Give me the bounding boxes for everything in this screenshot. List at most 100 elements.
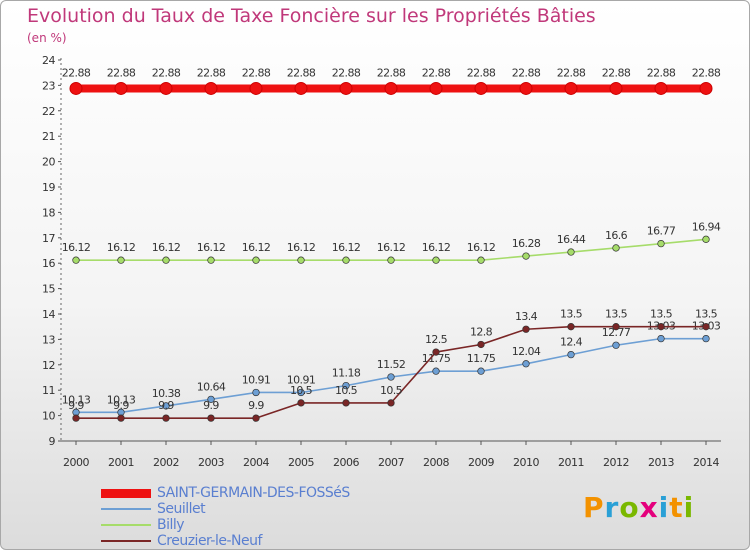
data-point: [432, 348, 440, 356]
data-label: 9.9: [113, 399, 129, 412]
x-tick-label: 2004: [243, 456, 269, 469]
data-point: [474, 81, 488, 95]
data-point: [477, 367, 485, 375]
x-tick-label: 2014: [693, 456, 719, 469]
data-label: 13.5: [695, 308, 718, 321]
data-label: 13.5: [605, 308, 628, 321]
x-tick-label: 2005: [288, 456, 314, 469]
data-point: [297, 399, 305, 407]
data-label: 16.12: [107, 241, 136, 254]
data-point: [72, 256, 80, 264]
y-tick-label: 23: [42, 79, 55, 92]
data-label: 10.5: [380, 384, 403, 397]
data-point: [702, 323, 710, 331]
data-label: 13.5: [650, 308, 673, 321]
data-point: [657, 239, 665, 248]
data-point: [207, 256, 215, 264]
data-point: [612, 323, 620, 331]
data-point: [69, 81, 83, 95]
data-label: 22.88: [152, 66, 181, 79]
data-point: [162, 414, 170, 422]
data-point: [654, 81, 668, 95]
data-point: [522, 360, 530, 368]
data-label: 11.18: [332, 367, 361, 380]
data-label: 12.4: [560, 336, 583, 349]
data-point: [204, 81, 218, 95]
data-label: 22.88: [467, 66, 496, 79]
data-label: 16.12: [152, 241, 181, 254]
data-point: [252, 414, 260, 422]
data-point: [114, 81, 128, 95]
data-label: 16.6: [605, 229, 628, 242]
y-tick-label: 22: [42, 105, 55, 118]
data-point: [297, 388, 305, 397]
legend-swatch: [101, 508, 151, 510]
data-label: 16.77: [647, 225, 676, 238]
data-point: [564, 81, 578, 95]
data-point: [162, 402, 170, 410]
data-label: 16.12: [467, 241, 496, 254]
data-label: 16.94: [692, 220, 721, 233]
data-point: [387, 399, 395, 407]
data-point: [252, 388, 260, 397]
data-point: [612, 341, 620, 349]
data-label: 22.88: [692, 66, 721, 79]
data-label: 22.88: [242, 66, 271, 79]
data-point: [567, 248, 575, 256]
data-point: [702, 235, 710, 243]
data-point: [657, 334, 665, 343]
y-tick-label: 21: [42, 130, 55, 143]
data-point: [342, 399, 350, 407]
y-tick-label: 14: [42, 308, 55, 321]
data-label: 22.88: [557, 66, 586, 79]
data-point: [339, 81, 353, 95]
data-label: 22.88: [107, 66, 136, 79]
data-label: 10.91: [242, 373, 271, 386]
data-point: [477, 340, 485, 349]
x-tick-label: 2003: [198, 456, 224, 469]
data-label: 10.5: [290, 384, 313, 397]
data-point: [159, 81, 173, 95]
data-label: 10.13: [107, 393, 136, 406]
y-tick-label: 16: [42, 257, 55, 270]
legend-swatch: [101, 489, 151, 498]
x-tick-label: 2002: [153, 456, 179, 469]
data-label: 9.9: [203, 399, 219, 412]
data-label: 22.88: [62, 66, 91, 79]
data-label: 11.75: [422, 352, 451, 365]
data-label: 13.5: [560, 308, 583, 321]
data-point: [207, 395, 215, 403]
x-tick-label: 2000: [63, 456, 89, 469]
y-tick-label: 13: [42, 333, 55, 346]
data-point: [342, 381, 350, 390]
data-point: [432, 367, 440, 375]
data-point: [294, 81, 308, 95]
logo-letter: i: [683, 491, 695, 524]
data-point: [384, 81, 398, 95]
legend-label: Billy: [157, 517, 185, 533]
data-label: 16.44: [557, 233, 586, 246]
data-point: [519, 81, 533, 95]
data-point: [522, 325, 530, 333]
logo-letter: r: [604, 491, 620, 524]
x-tick-label: 2001: [108, 456, 134, 469]
data-point: [699, 81, 713, 95]
data-label: 9.9: [248, 399, 264, 412]
data-point: [249, 81, 263, 95]
data-point: [429, 81, 443, 95]
data-point: [522, 252, 530, 260]
x-tick-label: 2011: [558, 456, 584, 469]
data-point: [567, 350, 575, 359]
data-label: 10.5: [335, 384, 358, 397]
legend-label: Creuzier-le-Neuf: [157, 533, 262, 549]
x-tick-label: 2006: [333, 456, 359, 469]
data-label: 16.12: [377, 241, 406, 254]
data-label: 16.28: [512, 237, 541, 250]
data-label: 22.88: [377, 66, 406, 79]
data-point: [609, 81, 623, 95]
data-label: 13.4: [515, 310, 538, 323]
data-label: 22.88: [512, 66, 541, 79]
x-tick-label: 2008: [423, 456, 449, 469]
